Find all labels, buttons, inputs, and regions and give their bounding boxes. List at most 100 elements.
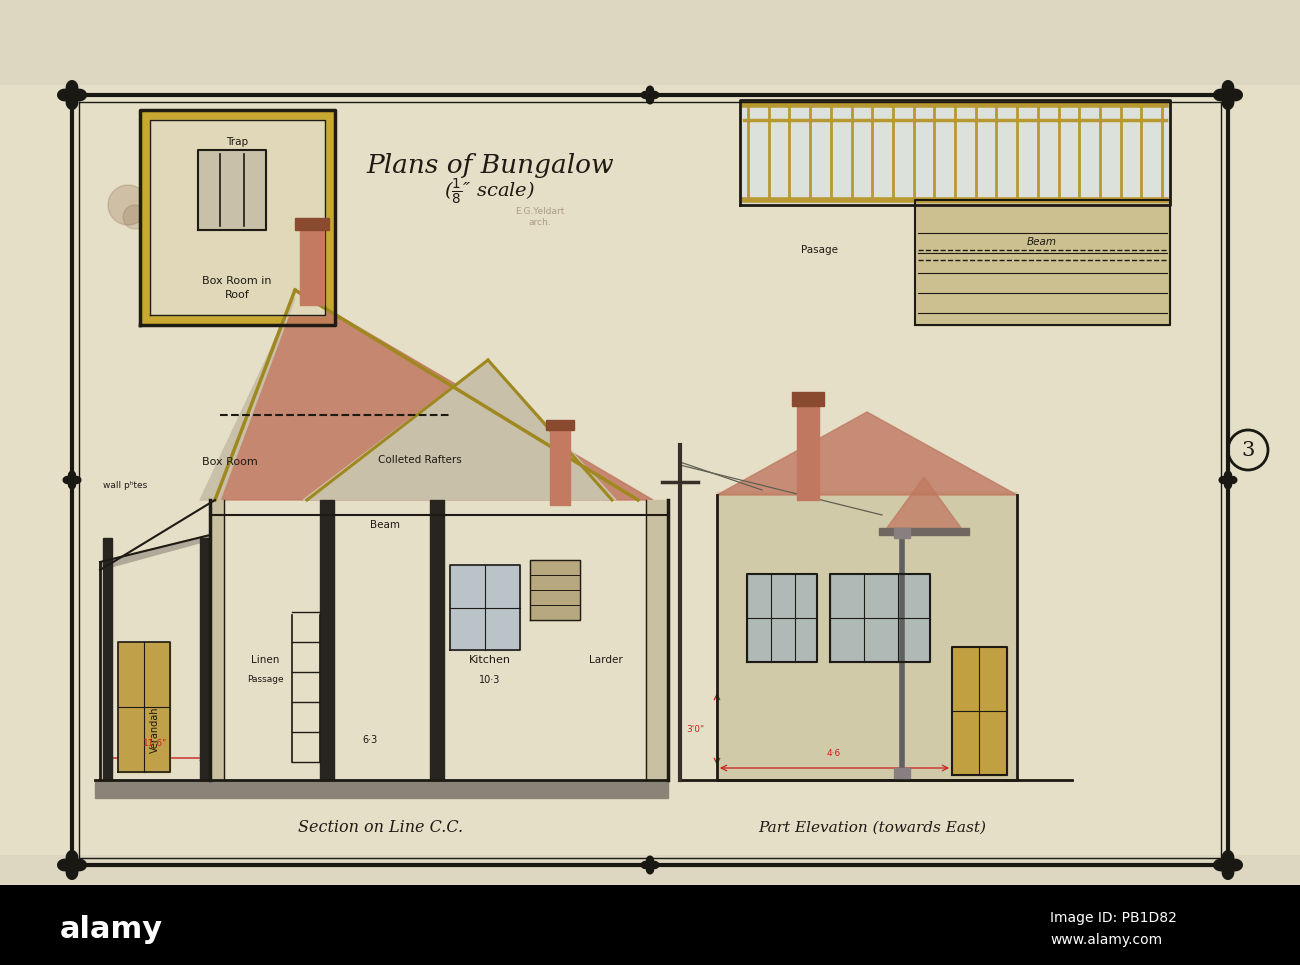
Polygon shape	[66, 95, 78, 109]
Polygon shape	[1214, 859, 1228, 870]
Polygon shape	[718, 412, 1017, 495]
Polygon shape	[103, 538, 112, 780]
Polygon shape	[646, 856, 654, 865]
Polygon shape	[797, 400, 819, 500]
Polygon shape	[450, 565, 520, 650]
Text: Roof: Roof	[225, 290, 250, 300]
Text: alamy: alamy	[60, 916, 162, 945]
Text: 11·6": 11·6"	[143, 739, 168, 748]
Polygon shape	[1228, 477, 1236, 483]
Circle shape	[108, 185, 148, 225]
Text: 3'0": 3'0"	[686, 726, 705, 734]
Polygon shape	[69, 471, 75, 480]
Polygon shape	[66, 851, 78, 865]
Circle shape	[1226, 93, 1230, 97]
Polygon shape	[211, 290, 653, 500]
Polygon shape	[646, 95, 654, 104]
Text: Beam: Beam	[1027, 237, 1057, 247]
Text: 6·3: 6·3	[363, 735, 377, 745]
Text: Section on Line C.C.: Section on Line C.C.	[299, 819, 464, 837]
Circle shape	[70, 863, 74, 868]
Polygon shape	[646, 500, 668, 780]
Text: 10·3: 10·3	[480, 675, 500, 685]
Text: E.G.Yeldart
arch.: E.G.Yeldart arch.	[515, 207, 564, 227]
Polygon shape	[95, 780, 668, 798]
Polygon shape	[66, 81, 78, 95]
Text: wall pʰtes: wall pʰtes	[103, 481, 147, 489]
Polygon shape	[140, 110, 335, 325]
Polygon shape	[295, 218, 329, 230]
Text: Plans of Bungalow: Plans of Bungalow	[367, 152, 614, 178]
Circle shape	[70, 93, 74, 97]
Polygon shape	[430, 500, 445, 780]
Bar	[0, 855, 1300, 885]
Polygon shape	[650, 862, 659, 868]
Text: Passage: Passage	[247, 676, 283, 684]
Text: Part Elevation (towards East): Part Elevation (towards East)	[758, 821, 985, 835]
Polygon shape	[1228, 859, 1243, 870]
Polygon shape	[57, 859, 72, 870]
Polygon shape	[884, 477, 965, 532]
Polygon shape	[69, 480, 75, 489]
Polygon shape	[894, 768, 910, 778]
Text: Image ID: PB1D82: Image ID: PB1D82	[1050, 911, 1176, 925]
Polygon shape	[744, 103, 1167, 202]
Polygon shape	[894, 528, 910, 538]
Polygon shape	[952, 647, 1008, 775]
Polygon shape	[879, 528, 968, 535]
Polygon shape	[646, 865, 654, 873]
Polygon shape	[150, 120, 325, 315]
Text: Box Room in: Box Room in	[203, 276, 272, 286]
Polygon shape	[320, 500, 334, 780]
Polygon shape	[72, 90, 86, 100]
Polygon shape	[211, 500, 224, 780]
Polygon shape	[646, 86, 654, 95]
Text: 3: 3	[1242, 440, 1254, 459]
Circle shape	[1226, 863, 1230, 868]
Circle shape	[124, 205, 147, 229]
Text: Colleted Rafters: Colleted Rafters	[378, 455, 461, 465]
Polygon shape	[300, 225, 324, 305]
Polygon shape	[530, 560, 580, 620]
Polygon shape	[303, 360, 616, 500]
Polygon shape	[1222, 95, 1234, 109]
Polygon shape	[118, 642, 170, 772]
Polygon shape	[1219, 477, 1228, 483]
Polygon shape	[718, 492, 1017, 780]
Polygon shape	[915, 200, 1170, 325]
Polygon shape	[66, 865, 78, 879]
Text: Box Room: Box Room	[202, 457, 257, 467]
Text: Beam: Beam	[370, 520, 400, 530]
Polygon shape	[64, 477, 72, 483]
Polygon shape	[100, 535, 211, 570]
Text: Verandah: Verandah	[150, 706, 160, 754]
Polygon shape	[1222, 851, 1234, 865]
Polygon shape	[72, 477, 81, 483]
Polygon shape	[1228, 90, 1243, 100]
Polygon shape	[792, 392, 824, 406]
Circle shape	[1227, 479, 1230, 482]
Text: www.alamy.com: www.alamy.com	[1050, 933, 1162, 947]
Text: Kitchen: Kitchen	[469, 655, 511, 665]
Text: Larder: Larder	[589, 655, 623, 665]
Polygon shape	[546, 420, 575, 430]
Polygon shape	[747, 574, 816, 662]
Polygon shape	[641, 92, 650, 98]
Polygon shape	[1225, 480, 1231, 489]
Polygon shape	[550, 425, 569, 505]
Polygon shape	[1222, 81, 1234, 95]
Bar	[0, 0, 1300, 85]
Polygon shape	[829, 574, 929, 662]
Circle shape	[147, 182, 162, 198]
Polygon shape	[1214, 90, 1228, 100]
Polygon shape	[641, 862, 650, 868]
Circle shape	[649, 94, 651, 96]
Circle shape	[649, 864, 651, 867]
Bar	[0, 85, 1300, 885]
Circle shape	[70, 479, 73, 482]
Polygon shape	[740, 100, 1170, 205]
Polygon shape	[1222, 865, 1234, 879]
Text: 4·6: 4·6	[827, 749, 841, 758]
Polygon shape	[57, 90, 72, 100]
Polygon shape	[1225, 471, 1231, 480]
